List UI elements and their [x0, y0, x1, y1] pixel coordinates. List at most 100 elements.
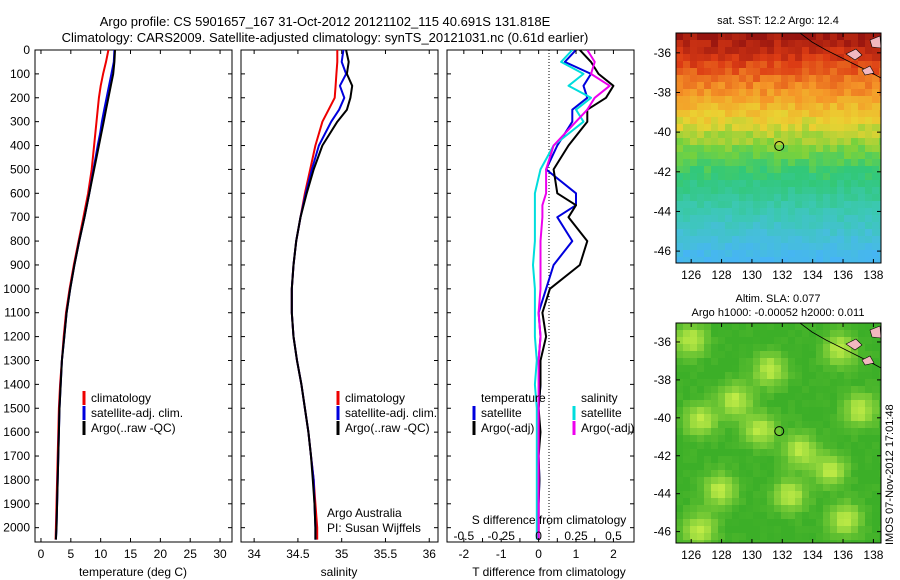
map-cell	[718, 75, 726, 83]
map-cell	[837, 152, 845, 160]
map-cell	[767, 400, 775, 408]
map-cell	[760, 505, 768, 513]
map-cell	[711, 407, 719, 415]
map-cell	[725, 498, 733, 506]
map-cell	[767, 131, 775, 139]
map-cell	[718, 344, 726, 352]
map-cell	[690, 519, 698, 527]
map-cell	[858, 243, 866, 251]
map-cell	[767, 330, 775, 338]
map-cell	[753, 414, 761, 422]
map-cell	[704, 180, 712, 188]
map-cell	[858, 68, 866, 76]
map-cell	[879, 449, 881, 457]
map-cell	[739, 428, 747, 436]
map-cell	[788, 512, 796, 520]
map-cell	[725, 96, 733, 104]
map-cell	[683, 82, 691, 90]
map-cell	[690, 435, 698, 443]
map-cell	[802, 365, 810, 373]
map-cell	[795, 236, 803, 244]
map-cell	[704, 201, 712, 209]
map-cell	[879, 250, 881, 258]
map-cell	[865, 463, 873, 471]
map-cell	[697, 372, 705, 380]
map-cell	[823, 250, 831, 258]
map-cell	[711, 435, 719, 443]
map-cell	[746, 180, 754, 188]
map-cell	[809, 54, 817, 62]
map-cell	[865, 33, 873, 41]
map-cell	[774, 477, 782, 485]
map-cell	[774, 68, 782, 76]
map-cell	[753, 470, 761, 478]
map-cell	[683, 477, 691, 485]
map-cell	[781, 505, 789, 513]
map-cell	[746, 428, 754, 436]
map-cell	[830, 386, 838, 394]
map-cell	[872, 491, 880, 499]
map-cell	[781, 159, 789, 167]
map-cell	[823, 393, 831, 401]
map-cell	[767, 456, 775, 464]
map-cell	[690, 498, 698, 506]
map-cell	[760, 75, 768, 83]
map-cell	[795, 505, 803, 513]
map-cell	[767, 40, 775, 48]
map-cell	[872, 110, 880, 118]
map-cell	[795, 463, 803, 471]
map-cell	[872, 82, 880, 90]
map-cell	[872, 96, 880, 104]
map-cell	[683, 173, 691, 181]
map-cell	[837, 68, 845, 76]
map-cell	[725, 236, 733, 244]
map-cell	[690, 47, 698, 55]
map-cell	[711, 75, 719, 83]
map-cell	[795, 54, 803, 62]
map-cell	[774, 103, 782, 111]
map-cell	[795, 379, 803, 387]
map-cell	[718, 386, 726, 394]
map-cell	[809, 96, 817, 104]
map-cell	[753, 159, 761, 167]
map-cell	[739, 540, 747, 543]
map-cell	[704, 194, 712, 202]
map-cell	[718, 442, 726, 450]
map-cell	[851, 435, 859, 443]
map-cell	[746, 117, 754, 125]
map-cell	[872, 442, 880, 450]
s-tick-label: 0.5	[605, 529, 622, 543]
map-cell	[711, 243, 719, 251]
map-cell	[746, 194, 754, 202]
map-cell	[795, 215, 803, 223]
map-cell	[858, 379, 866, 387]
map-cell	[802, 68, 810, 76]
map-cell	[739, 145, 747, 153]
map-cell	[683, 145, 691, 153]
map-cell	[760, 194, 768, 202]
map-cell	[844, 124, 852, 132]
map-cell	[718, 173, 726, 181]
map-cell	[704, 166, 712, 174]
map-cell	[704, 533, 712, 541]
map-cell	[676, 540, 684, 543]
map-cell	[872, 103, 880, 111]
map-cell	[725, 257, 733, 263]
map-cell	[746, 498, 754, 506]
map-cell	[802, 61, 810, 69]
y-tick-label: 1000	[3, 282, 30, 296]
map-cell	[816, 33, 824, 41]
map-cell	[816, 208, 824, 216]
map-cell	[774, 491, 782, 499]
map-cell	[858, 428, 866, 436]
map-cell	[809, 526, 817, 534]
map-cell	[823, 215, 831, 223]
map-cell	[858, 33, 866, 41]
map-cell	[774, 201, 782, 209]
map-cell	[844, 344, 852, 352]
map-cell	[746, 400, 754, 408]
map-cell	[816, 456, 824, 464]
map-cell	[732, 89, 740, 97]
lat-tick-label: -36	[654, 46, 672, 60]
map-cell	[732, 250, 740, 258]
